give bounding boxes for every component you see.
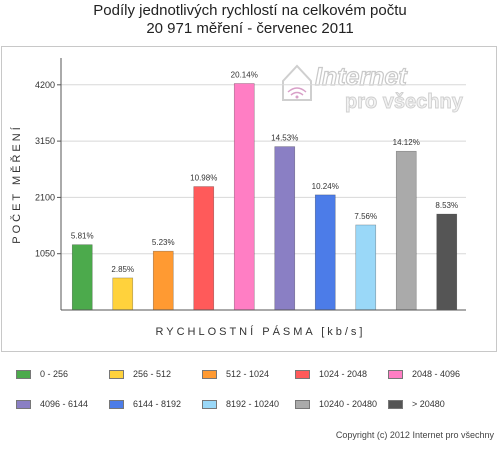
legend-label: 10240 - 20480: [319, 399, 378, 409]
legend-label: 1024 - 2048: [319, 369, 368, 379]
bar: [314, 194, 336, 311]
bar: [436, 213, 458, 311]
bar: [274, 146, 296, 311]
bar: [193, 186, 215, 311]
bar: [152, 250, 174, 311]
legend-item: 0 - 256: [16, 366, 68, 382]
legend-swatch: [202, 399, 217, 409]
legend-item: 4096 - 6144: [16, 396, 88, 412]
legend-swatch: [109, 399, 124, 409]
legend-swatch: [16, 369, 31, 379]
x-axis-label: RYCHLOSTNÍ PÁSMA [kb/s]: [155, 325, 365, 338]
legend-label: 0 - 256: [40, 369, 69, 379]
plot-frame: [1, 46, 497, 352]
bar: [395, 150, 417, 311]
bar-data-label: 14.12%: [393, 138, 420, 147]
legend-label: 8192 - 10240: [226, 399, 280, 409]
legend-item: > 20480: [388, 396, 445, 412]
legend-label: 6144 - 8192: [133, 399, 182, 409]
legend-item: 10240 - 20480: [295, 396, 377, 412]
bar-data-label: 7.56%: [354, 212, 377, 221]
legend-swatch: [202, 369, 217, 379]
bar: [233, 83, 255, 311]
house-icon: [282, 64, 312, 101]
bar-data-label: 2.85%: [111, 265, 134, 274]
bar: [112, 277, 134, 311]
legend-swatch: [388, 399, 403, 409]
watermark-line-2: pro všechny: [345, 91, 464, 113]
y-tick-label: 2100: [35, 192, 55, 202]
bar-data-label: 20.14%: [231, 71, 258, 80]
legend-item: 1024 - 2048: [295, 366, 367, 382]
y-tick-label: 1050: [35, 249, 55, 259]
legend-swatch: [109, 369, 124, 379]
legend-item: 2048 - 4096: [388, 366, 460, 382]
chart-title-line-2: 20 971 měření - červenec 2011: [146, 20, 354, 37]
bar-chart: Internet pro všechny 1050 2100 3150 4200 5.…: [10, 58, 466, 338]
legend-label: 256 - 512: [133, 369, 172, 379]
legend-swatch: [295, 369, 310, 379]
legend-swatch: [388, 369, 403, 379]
watermark-line-1: Internet: [315, 63, 408, 91]
y-tick-label: 3150: [35, 136, 55, 146]
legend-item: 512 - 1024: [202, 366, 269, 382]
y-axis-label: POČET MĚŘENÍ: [10, 124, 23, 244]
legend-item: 6144 - 8192: [109, 396, 181, 412]
watermark-logo: Internet pro všechny: [282, 62, 464, 113]
legend-item: 256 - 512: [109, 366, 171, 382]
bar-data-label: 14.53%: [271, 134, 298, 143]
legend-swatch: [16, 399, 31, 409]
legend-label: 4096 - 6144: [40, 399, 89, 409]
legend-label: 2048 - 4096: [412, 369, 461, 379]
chart-title: Podíly jednotlivých rychlostí na celkové…: [0, 2, 500, 38]
bar: [71, 244, 93, 311]
bar-data-label: 10.24%: [312, 182, 339, 191]
chart-title-line-1: Podíly jednotlivých rychlostí na celkové…: [93, 2, 407, 19]
copyright-footer: Copyright (c) 2012 Internet pro všechny: [335, 430, 494, 440]
legend-swatch: [295, 399, 310, 409]
legend-item: 8192 - 10240: [202, 396, 279, 412]
bar-data-label: 5.81%: [71, 232, 94, 241]
bar: [355, 224, 377, 311]
legend-label: 512 - 1024: [226, 369, 270, 379]
bar-data-label: 8.53%: [435, 201, 458, 210]
bar-data-label: 10.98%: [190, 174, 217, 183]
y-tick-label: 4200: [35, 80, 55, 90]
legend-label: > 20480: [412, 399, 445, 409]
bar-data-label: 5.23%: [152, 238, 175, 247]
